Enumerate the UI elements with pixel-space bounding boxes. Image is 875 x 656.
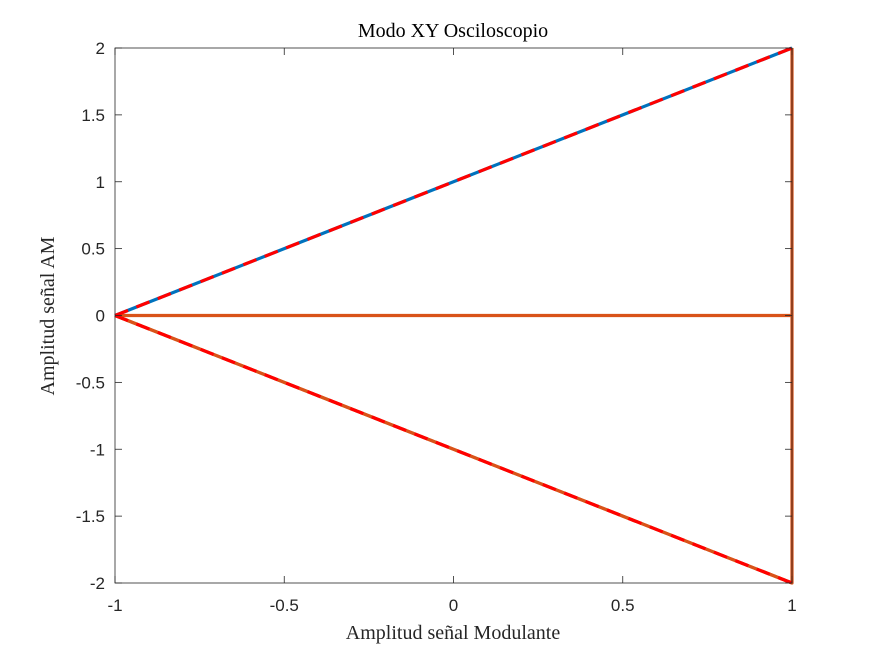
y-tick-label: -1.5 [76, 507, 105, 526]
series-line-5 [114, 46, 793, 317]
y-tick-label: 2 [96, 39, 105, 58]
series-line-3 [114, 313, 794, 585]
series-layer [114, 46, 794, 585]
x-axis-label: Amplitud señal Modulante [346, 622, 561, 644]
y-tick-label: 1 [96, 173, 105, 192]
chart-title: Modo XY Osciloscopio [358, 20, 548, 42]
y-tick-label: 0 [96, 307, 105, 326]
plot-area: -1 -0.5 0 0.5 1 -2 -1.5 -1 -0.5 0 0.5 1 1.5 2 [76, 39, 797, 615]
y-tick-label: -1 [90, 440, 105, 459]
x-tick-label: 1 [787, 596, 796, 615]
y-tick-label: 1.5 [81, 106, 105, 125]
x-tick-label: -0.5 [270, 596, 299, 615]
y-tick-label: -2 [90, 574, 105, 593]
x-tick-label: -1 [107, 596, 122, 615]
x-tick-label: 0 [449, 596, 458, 615]
y-tick-label: 0.5 [81, 240, 105, 259]
x-tick-label: 0.5 [611, 596, 635, 615]
series-line-6 [114, 314, 793, 585]
series-line-1 [114, 46, 793, 317]
tick-layer: -1 -0.5 0 0.5 1 -2 -1.5 -1 -0.5 0 0.5 1 1.5 2 [76, 39, 797, 615]
y-axis-label: Amplitud señal AM [37, 236, 59, 395]
y-tick-label: -0.5 [76, 373, 105, 392]
